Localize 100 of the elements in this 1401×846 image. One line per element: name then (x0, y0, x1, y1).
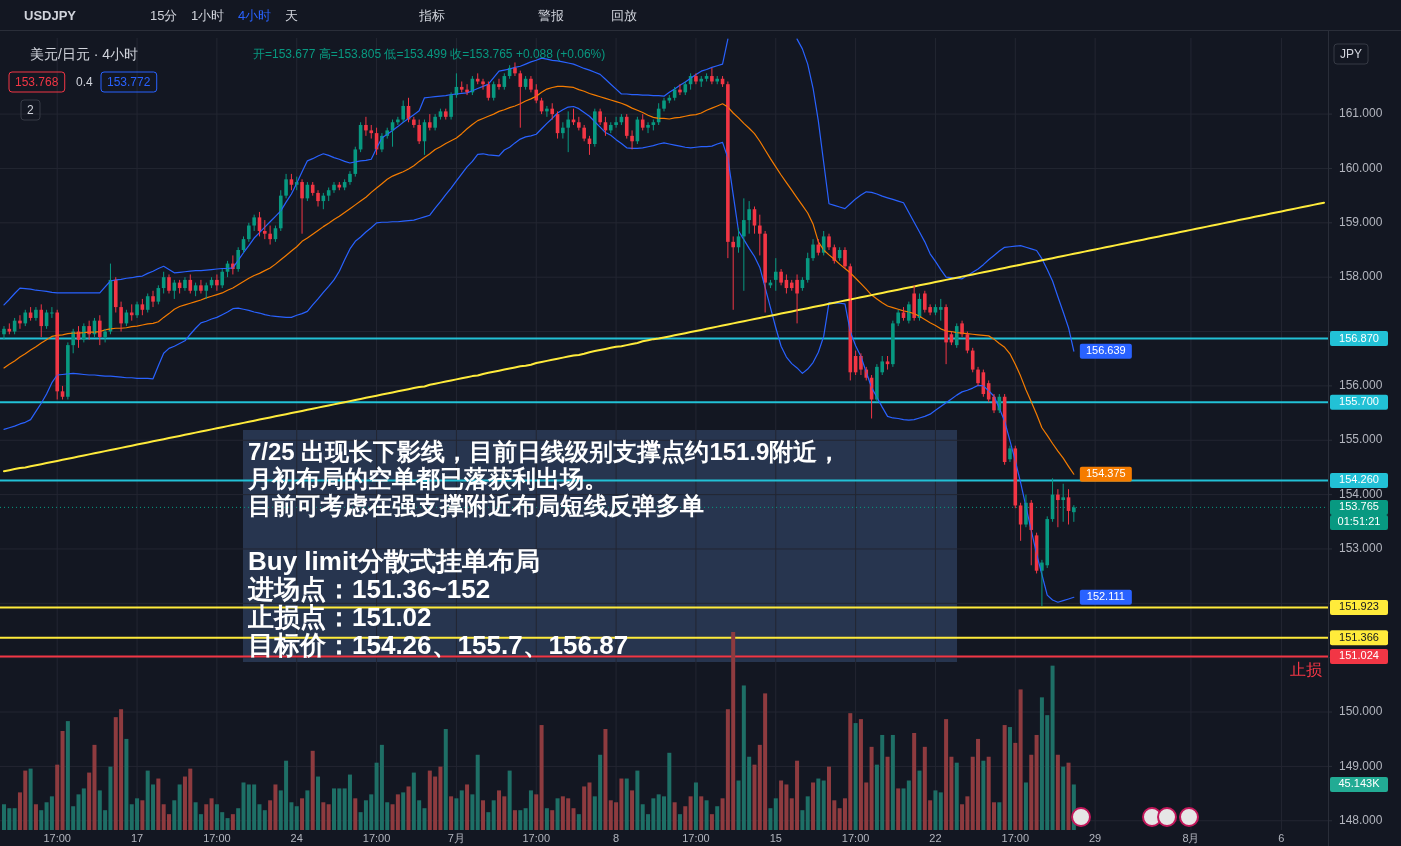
bar (81, 788, 86, 830)
bar (630, 790, 635, 830)
bar (204, 804, 209, 830)
x-tick-label: 17:00 (522, 832, 551, 844)
bar (395, 794, 400, 830)
bar (933, 790, 938, 830)
annotation: 目标价：154.26、155.7、156.87 (248, 630, 629, 660)
bar (177, 784, 182, 830)
annotation: 153.772 (107, 75, 151, 89)
bar (890, 734, 895, 830)
annotation: 2 (27, 103, 34, 117)
bar (677, 814, 682, 830)
x-tick-label: 7月 (447, 832, 465, 844)
bar (779, 780, 784, 830)
annotation: 目前可考虑在强支撑附近布局短线反弹多单 (248, 492, 704, 519)
bar (699, 796, 704, 830)
bar (454, 798, 459, 830)
annotation: 153.768 (15, 75, 59, 89)
text: 开=153.677 高=153.805 低=153.499 收=153.765 +0.088 (+0.06%) (253, 47, 606, 61)
bar (353, 798, 358, 830)
text: 15分 (150, 8, 178, 23)
bar (124, 738, 129, 830)
text: 45.143K (1338, 777, 1381, 790)
x-tick-label: 15 (769, 832, 782, 844)
text: 回放 (611, 8, 637, 23)
bar (305, 790, 310, 830)
annotation: 止损 (1290, 661, 1322, 679)
bar (944, 719, 949, 830)
bar (752, 764, 757, 830)
bar (465, 784, 470, 830)
bar (1002, 725, 1007, 830)
bar (603, 729, 608, 830)
bar (917, 770, 922, 830)
bar (981, 760, 986, 830)
bar (816, 778, 821, 830)
bar (443, 729, 448, 830)
bar (1013, 742, 1018, 830)
candlestick (252, 214, 256, 232)
bar (1023, 782, 1028, 830)
bar (449, 796, 454, 830)
annotation: 7/25 出现长下影线，目前日线级别支撑点约151.9附近， (248, 438, 842, 465)
y-tick-label: 161.000 (1339, 106, 1383, 121)
text: USDJPY (24, 8, 77, 23)
x-tick-label: 8 (613, 832, 620, 844)
bar (49, 796, 54, 830)
bar (1055, 754, 1060, 830)
bar (528, 790, 533, 830)
bar (28, 768, 33, 830)
bar (1018, 689, 1023, 830)
y-tick-label: 155.000 (1339, 432, 1383, 447)
bar (709, 814, 714, 830)
x-tick-label: 17:00 (682, 832, 710, 844)
text: 美元/日元 · 4小时 (30, 46, 139, 62)
bar (518, 810, 523, 830)
bar (156, 778, 161, 830)
y-tick-label: 149.000 (1339, 758, 1383, 773)
bar (571, 808, 576, 830)
bar (12, 808, 17, 830)
candlestick (263, 219, 267, 240)
bar (885, 756, 890, 830)
bar (800, 810, 805, 830)
ref-line-label: 153.765 (1339, 500, 1379, 513)
bar (1034, 734, 1039, 830)
bar (316, 776, 321, 830)
bar (869, 746, 874, 830)
bar (475, 754, 480, 830)
data-label: 156.639 (1085, 344, 1126, 357)
candlestick (204, 282, 209, 300)
ref-line-label: 151.366 (1339, 630, 1379, 643)
bar (236, 808, 241, 830)
candlestick (443, 108, 448, 121)
bar (704, 800, 709, 830)
bar (773, 798, 778, 830)
text: 天 (285, 8, 298, 23)
ref-line-label: 151.923 (1339, 600, 1379, 613)
bar (347, 774, 352, 830)
bar (576, 814, 581, 830)
x-tick-label: 6 (1278, 832, 1285, 844)
bar (688, 796, 693, 830)
bar (300, 798, 305, 830)
bar (534, 794, 539, 830)
bar (938, 792, 943, 830)
text: JPY (1340, 47, 1363, 61)
bar (715, 806, 720, 830)
bar (512, 810, 517, 830)
annotation: Buy limit分散式挂单布局 (248, 546, 540, 576)
x-tick-label: 8月 (1182, 832, 1200, 844)
bar (470, 794, 475, 830)
bar (550, 810, 555, 830)
y-tick-label: 156.000 (1339, 378, 1383, 393)
bar (544, 808, 549, 830)
bar (555, 798, 560, 830)
bar (683, 806, 688, 830)
bar (539, 725, 544, 830)
x-tick-label: 17:00 (203, 832, 231, 844)
x-tick-label: 29 (1089, 832, 1102, 844)
bar (481, 800, 486, 830)
bar (55, 764, 60, 830)
text: 警报 (538, 8, 564, 23)
bar (230, 814, 235, 830)
